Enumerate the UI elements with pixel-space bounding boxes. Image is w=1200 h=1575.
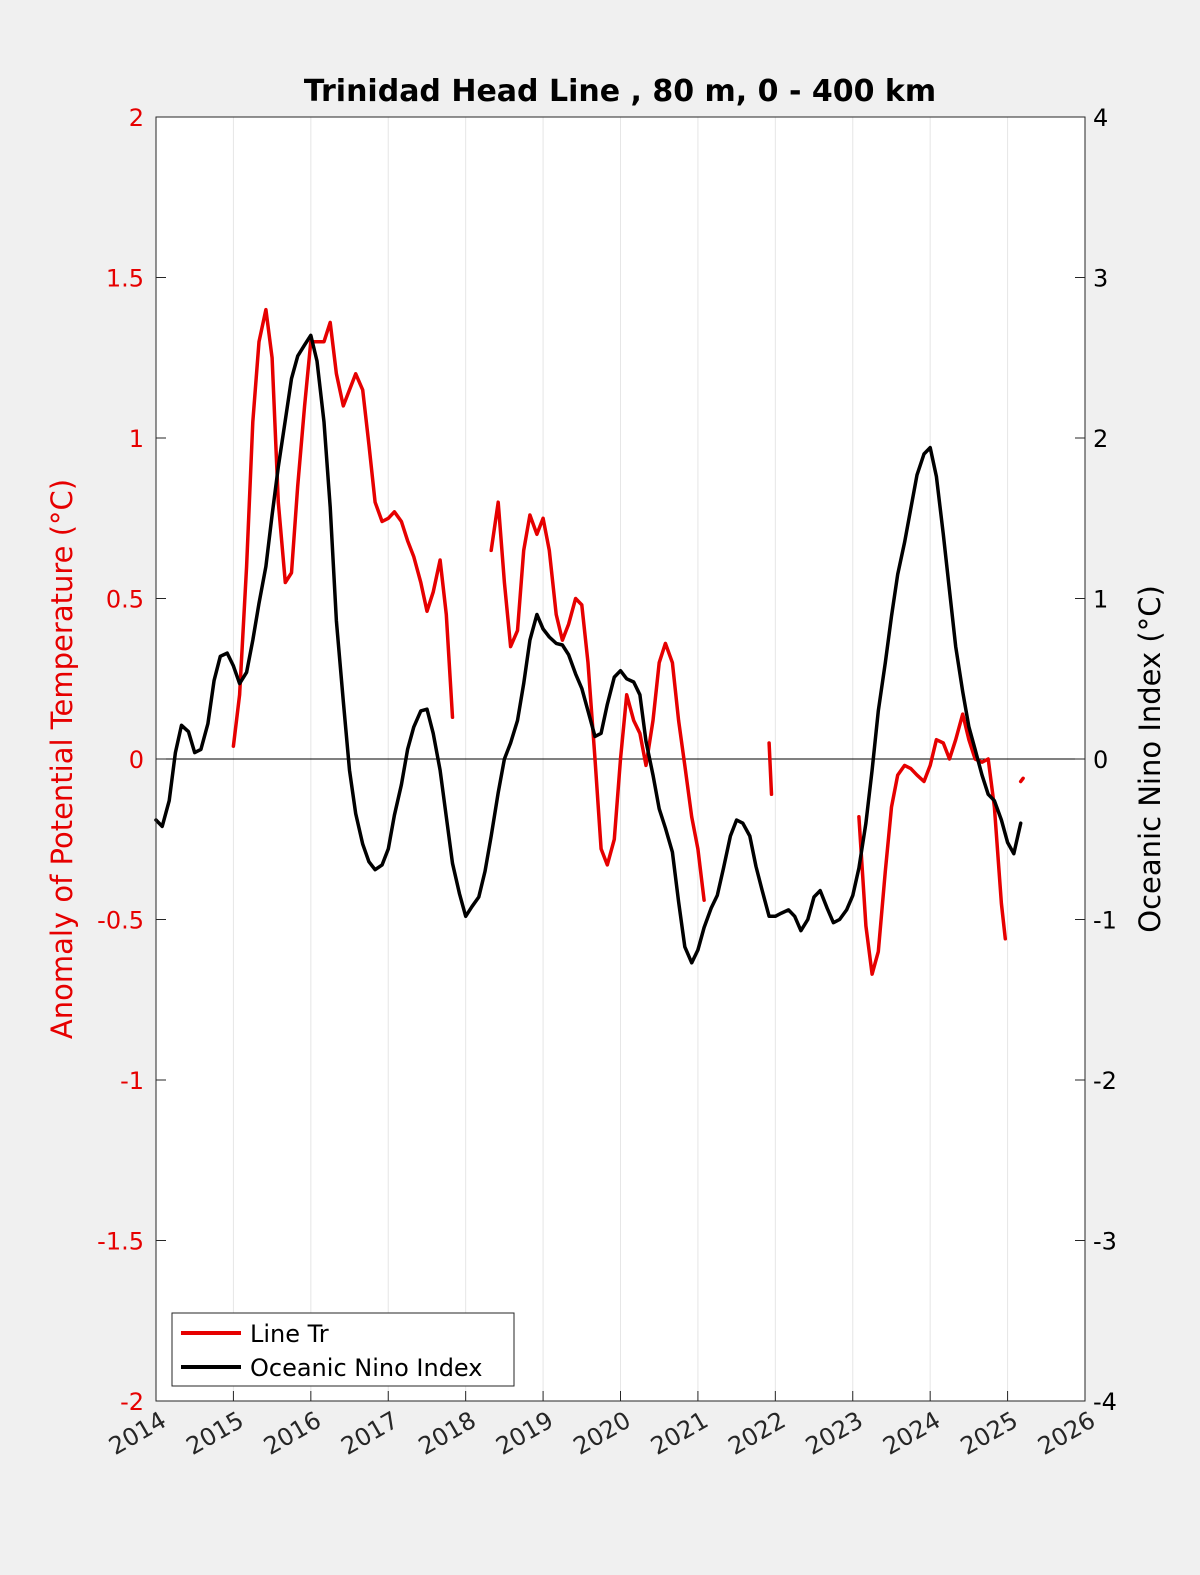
y2-tick-label: -1 bbox=[1093, 907, 1117, 935]
legend-label-oni: Oceanic Nino Index bbox=[250, 1354, 482, 1382]
y2-axis-title: Oceanic Nino Index (°C) bbox=[1133, 585, 1167, 933]
x-tick-label: 2015 bbox=[182, 1406, 249, 1461]
x-tick-label: 2025 bbox=[956, 1406, 1023, 1461]
x-tick-label: 2022 bbox=[723, 1406, 790, 1461]
x-tick-label: 2016 bbox=[259, 1406, 326, 1461]
series-line-tr-line bbox=[767, 741, 774, 797]
x-tick-label: 2021 bbox=[646, 1406, 713, 1461]
legend-label-line-tr: Line Tr bbox=[250, 1320, 329, 1348]
legend-box bbox=[171, 1312, 515, 1387]
y2-tick-label: 1 bbox=[1093, 586, 1108, 614]
y-tick-label: 0.5 bbox=[106, 586, 144, 614]
series-line-tr-line bbox=[1018, 776, 1025, 784]
y2-tick-label: 0 bbox=[1093, 746, 1108, 774]
y2-tick-label: -4 bbox=[1093, 1388, 1117, 1416]
y2-tick-label: 3 bbox=[1093, 265, 1108, 293]
y-tick-label: 2 bbox=[129, 104, 144, 132]
y2-tick-label: 4 bbox=[1093, 104, 1108, 132]
x-tick-label: 2017 bbox=[336, 1406, 403, 1461]
y-tick-label: 1.5 bbox=[106, 265, 144, 293]
y-tick-label: 1 bbox=[129, 425, 144, 453]
x-tick-label: 2020 bbox=[569, 1406, 636, 1461]
x-tick-label: 2023 bbox=[801, 1406, 868, 1461]
y-tick-label: -2 bbox=[120, 1388, 144, 1416]
legend: Line Tr Oceanic Nino Index bbox=[171, 1312, 515, 1387]
y-tick-label: -1.5 bbox=[97, 1228, 144, 1256]
y-axis-title: Anomaly of Potential Temperature (°C) bbox=[45, 479, 79, 1039]
y2-tick-label: -2 bbox=[1093, 1067, 1117, 1095]
y2-tick-label: 2 bbox=[1093, 425, 1108, 453]
series-line-tr-line bbox=[231, 307, 455, 748]
series-line-tr-line bbox=[489, 500, 706, 902]
series-oceanic-nino-index-line bbox=[154, 333, 1023, 965]
y2-tick-label: -3 bbox=[1093, 1228, 1117, 1256]
y-tick-label: 0 bbox=[129, 746, 144, 774]
x-tick-label: 2024 bbox=[878, 1406, 945, 1461]
x-tick-label: 2018 bbox=[414, 1406, 481, 1461]
x-tick-label: 2019 bbox=[491, 1406, 558, 1461]
x-tick-label: 2026 bbox=[1033, 1406, 1100, 1461]
y-tick-label: -0.5 bbox=[97, 907, 144, 935]
series-layer bbox=[154, 307, 1025, 976]
series-line-tr-line bbox=[857, 712, 1008, 976]
y-tick-label: -1 bbox=[120, 1067, 144, 1095]
chart-title: Trinidad Head Line , 80 m, 0 - 400 km bbox=[304, 74, 936, 109]
